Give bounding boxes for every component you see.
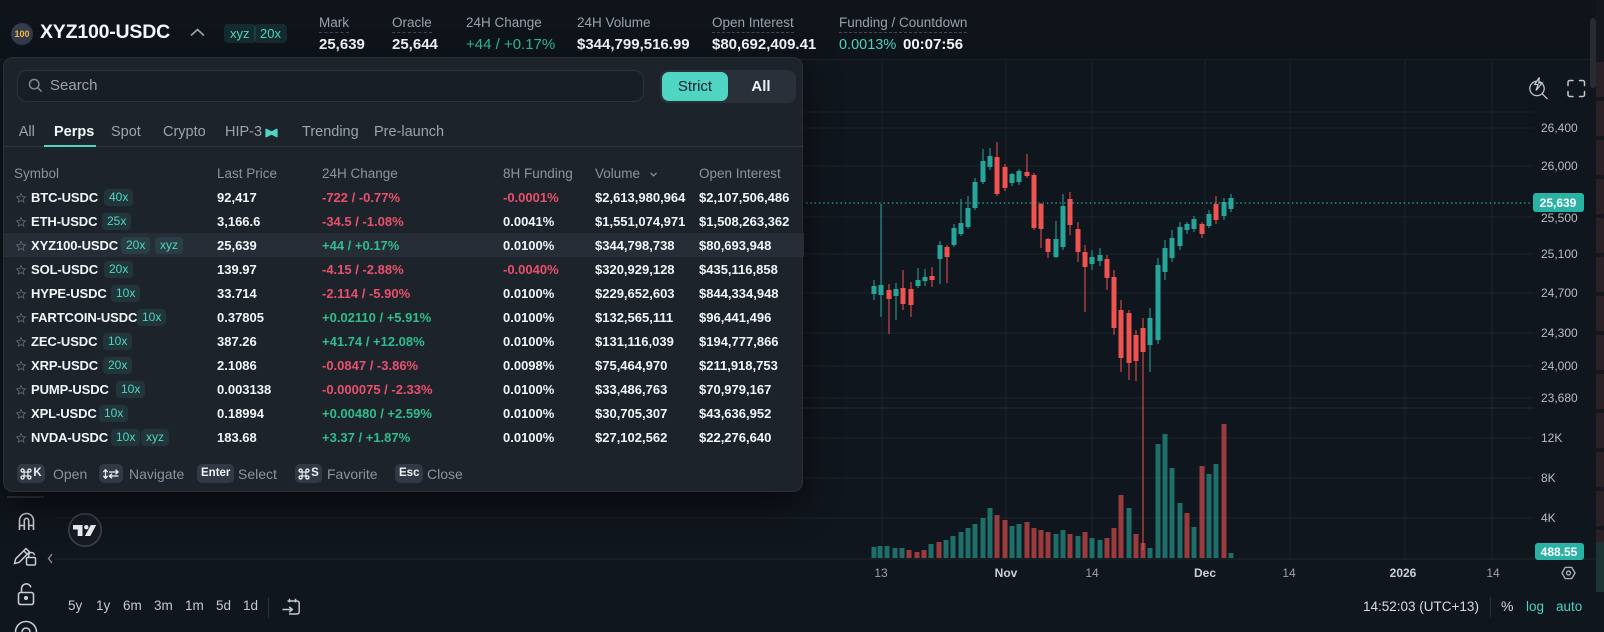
svg-text:24,700: 24,700 xyxy=(1541,286,1578,300)
svg-text:13: 13 xyxy=(874,566,888,580)
svg-text:488.55: 488.55 xyxy=(1541,545,1578,559)
svg-text:26,000: 26,000 xyxy=(1541,159,1578,173)
svg-text:25,639: 25,639 xyxy=(1540,196,1577,210)
svg-text:25,100: 25,100 xyxy=(1541,247,1578,261)
svg-text:2026: 2026 xyxy=(1390,566,1417,580)
svg-text:24,300: 24,300 xyxy=(1541,326,1578,340)
svg-text:4K: 4K xyxy=(1541,511,1556,525)
svg-text:25,500: 25,500 xyxy=(1541,211,1578,225)
svg-text:23,680: 23,680 xyxy=(1541,391,1578,405)
svg-text:Nov: Nov xyxy=(995,566,1018,580)
svg-text:Dec: Dec xyxy=(1194,566,1216,580)
svg-text:8K: 8K xyxy=(1541,471,1556,485)
svg-text:14: 14 xyxy=(1486,566,1500,580)
svg-text:26,400: 26,400 xyxy=(1541,121,1578,135)
svg-text:12K: 12K xyxy=(1541,431,1562,445)
svg-text:14: 14 xyxy=(1085,566,1099,580)
svg-text:14: 14 xyxy=(1282,566,1296,580)
svg-text:24,000: 24,000 xyxy=(1541,359,1578,373)
